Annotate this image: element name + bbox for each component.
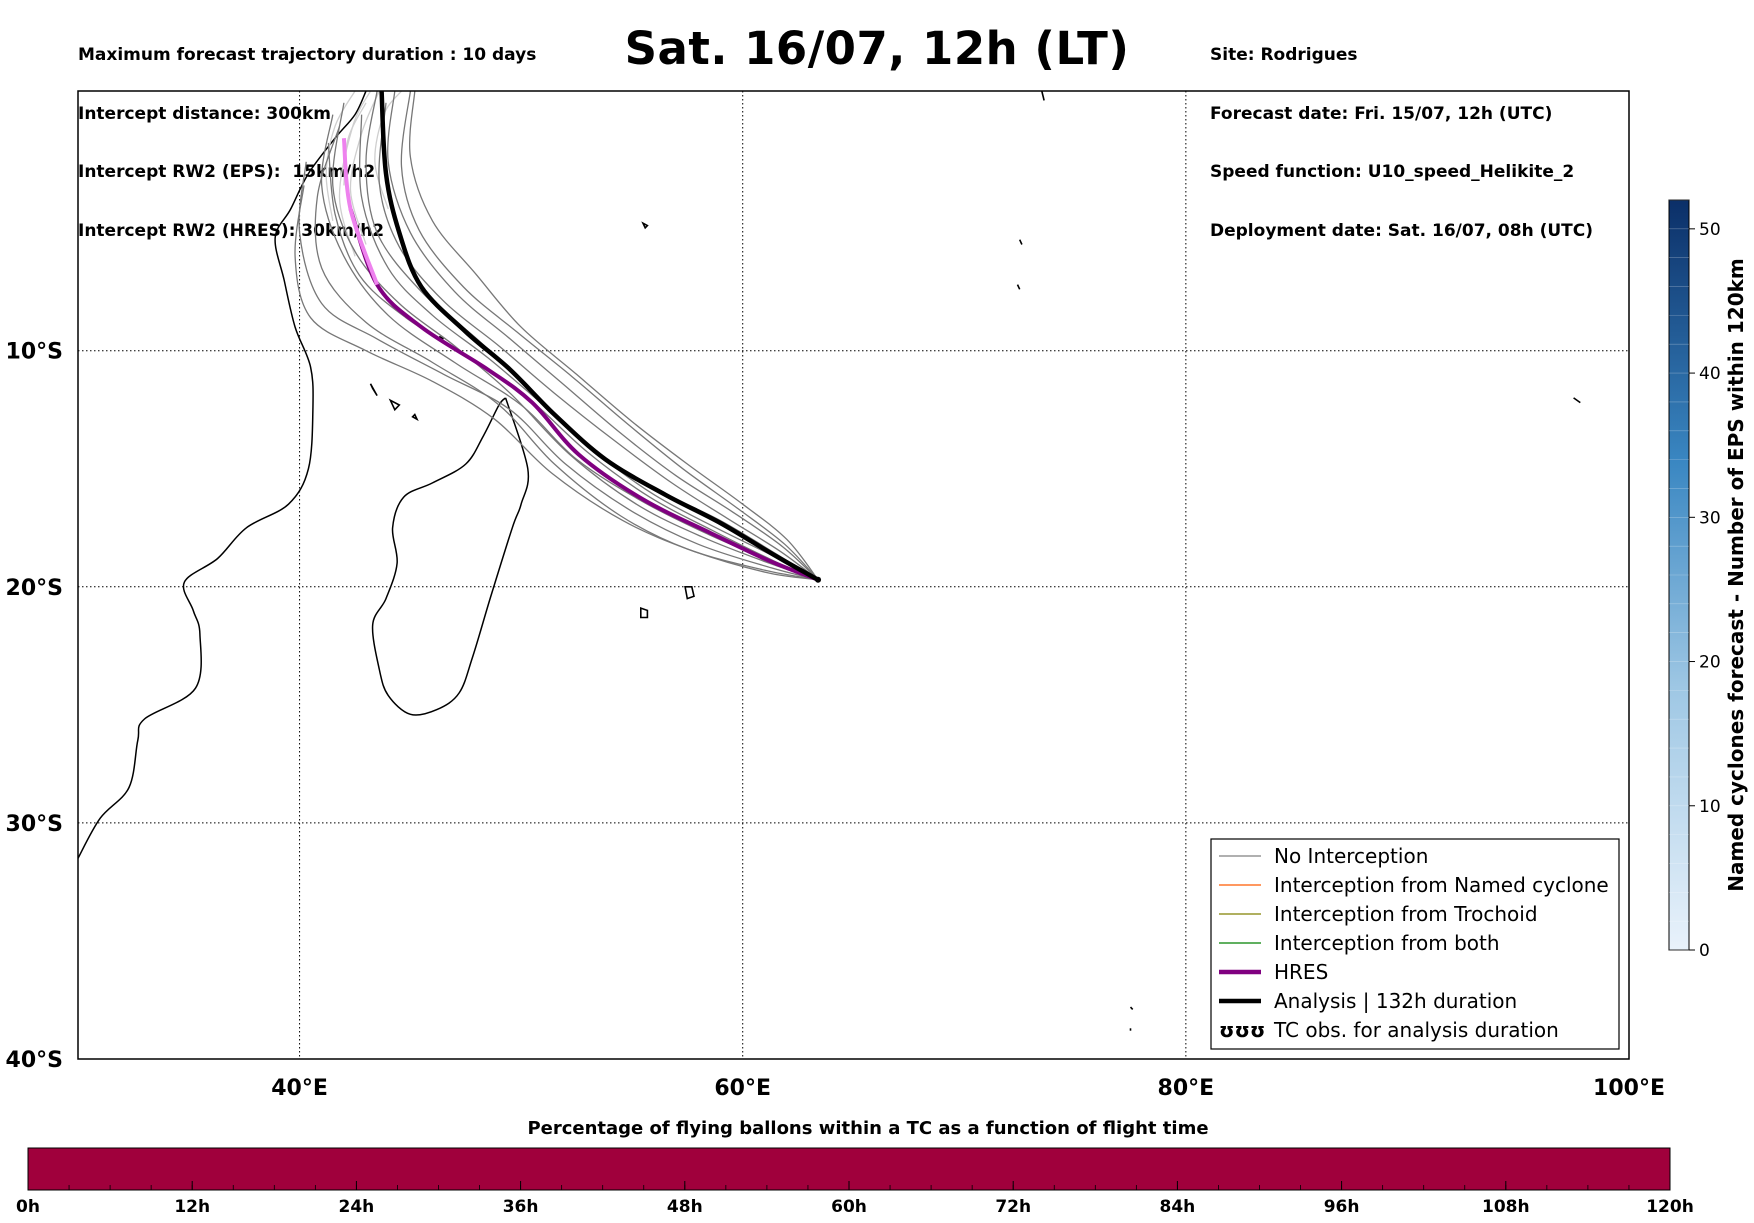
colorbar-title: Named cyclones forecast - Number of EPS … (1724, 258, 1748, 892)
island-outline (411, 413, 419, 422)
page-title: Sat. 16/07, 12h (LT) (624, 22, 1130, 75)
legend-label: TC obs. for analysis duration (1273, 1018, 1559, 1042)
eps-track (400, 91, 819, 581)
coastline-madagascar (371, 397, 530, 716)
header-right-line: Site: Rodrigues (1210, 45, 1358, 65)
colorbar-tick-label: 20 (1699, 653, 1721, 673)
release-point (815, 576, 822, 583)
map-frame (77, 90, 1630, 1060)
island-outline (438, 335, 444, 340)
header-left-line: Intercept distance: 300km (78, 103, 331, 124)
colorbar-tick-label: 40 (1699, 364, 1721, 384)
island-outline (641, 221, 649, 230)
legend-label: HRES (1274, 960, 1328, 984)
lat-tick-label: 10°S (6, 340, 63, 365)
header-right-line: Forecast date: Fri. 15/07, 12h (UTC) (1210, 103, 1553, 124)
header-right-line: Deployment date: Sat. 16/07, 08h (UTC) (1210, 220, 1594, 241)
colorbar-tick-label: 0 (1699, 941, 1710, 961)
header-left-line: Intercept RW2 (EPS): 15km/h2 (78, 162, 376, 182)
eps-track-late (349, 91, 380, 245)
island-outline (369, 383, 378, 397)
lat-tick-label: 30°S (6, 812, 63, 837)
legend-box (1210, 838, 1620, 1050)
legend-label: Interception from both (1274, 931, 1500, 955)
flight-time-tick-label: 12h (174, 1197, 210, 1217)
island-outline (1016, 284, 1021, 290)
coastline-africa (78, 91, 367, 859)
legend-label: Analysis | 132h duration (1274, 989, 1517, 1013)
lon-tick-label: 40°E (271, 1076, 328, 1101)
flight-time-bar-title: Percentage of flying ballons within a TC… (527, 1118, 1208, 1139)
flight-time-tick-label: 24h (339, 1197, 375, 1217)
legend-label: Interception from Named cyclone (1274, 873, 1609, 897)
lon-tick-label: 60°E (714, 1076, 771, 1101)
island-outline (388, 398, 401, 412)
flight-time-bar: 0h 12h 24h 36h 48h 60h 72h 84h 96h 108h 120h (16, 1147, 1694, 1217)
flight-time-tick-label: 36h (503, 1197, 539, 1217)
island-outline (1018, 239, 1023, 245)
flight-time-tick-label: 108h (1482, 1197, 1530, 1217)
header-right-line: Speed function: U10_speed_Helikite_2 (1210, 162, 1575, 182)
lat-tick-label: 40°S (6, 1048, 63, 1073)
island-outline (1041, 91, 1045, 101)
legend-symbol: ʊʊʊ (1219, 1018, 1265, 1042)
header-left-line: Maximum forecast trajectory duration : 1… (78, 45, 537, 65)
lat-tick-label: 20°S (6, 576, 63, 601)
eps-track (294, 185, 819, 581)
hres-track-late (341, 138, 379, 286)
colorbar-gradient (1668, 199, 1690, 951)
colorbar-tick-label: 30 (1699, 508, 1721, 528)
eps-track (387, 91, 819, 581)
island-outline (684, 586, 695, 600)
flight-time-tick-label: 84h (1160, 1197, 1196, 1217)
hres-track (348, 208, 819, 582)
flight-time-tick-label: 0h (16, 1197, 40, 1217)
eps-track (298, 161, 819, 581)
flight-time-tick-label: 60h (831, 1197, 867, 1217)
island-outline (1573, 397, 1581, 404)
eps-track (331, 102, 819, 581)
eps-track (359, 114, 819, 581)
island-outline (640, 606, 649, 619)
eps-track (409, 91, 819, 581)
eps-track (378, 102, 819, 581)
legend-label: Interception from Trochoid (1274, 902, 1538, 926)
header-left-info: Maximum forecast trajectory duration : 1… (78, 7, 536, 261)
colorbar-tick-label: 50 (1699, 220, 1721, 240)
colorbar-right: 0 10 20 30 40 50 (1668, 199, 1721, 961)
island-outline (1129, 1006, 1134, 1010)
header-right-info: Site: Rodrigues Forecast date: Fri. 15/0… (1210, 7, 1593, 261)
colorbar-tick-label: 10 (1699, 797, 1721, 817)
flight-time-tick-label: 72h (995, 1197, 1031, 1217)
analysis-track (379, 91, 820, 582)
lon-tick-label: 100°E (1593, 1076, 1665, 1101)
flight-time-tick-label: 48h (667, 1197, 703, 1217)
legend-label: No Interception (1274, 844, 1428, 868)
flight-time-tick-label: 120h (1646, 1197, 1694, 1217)
lon-tick-label: 80°E (1158, 1076, 1215, 1101)
legend: No Interception Interception from Named c… (1210, 838, 1620, 1050)
flight-time-tick-label: 96h (1324, 1197, 1360, 1217)
